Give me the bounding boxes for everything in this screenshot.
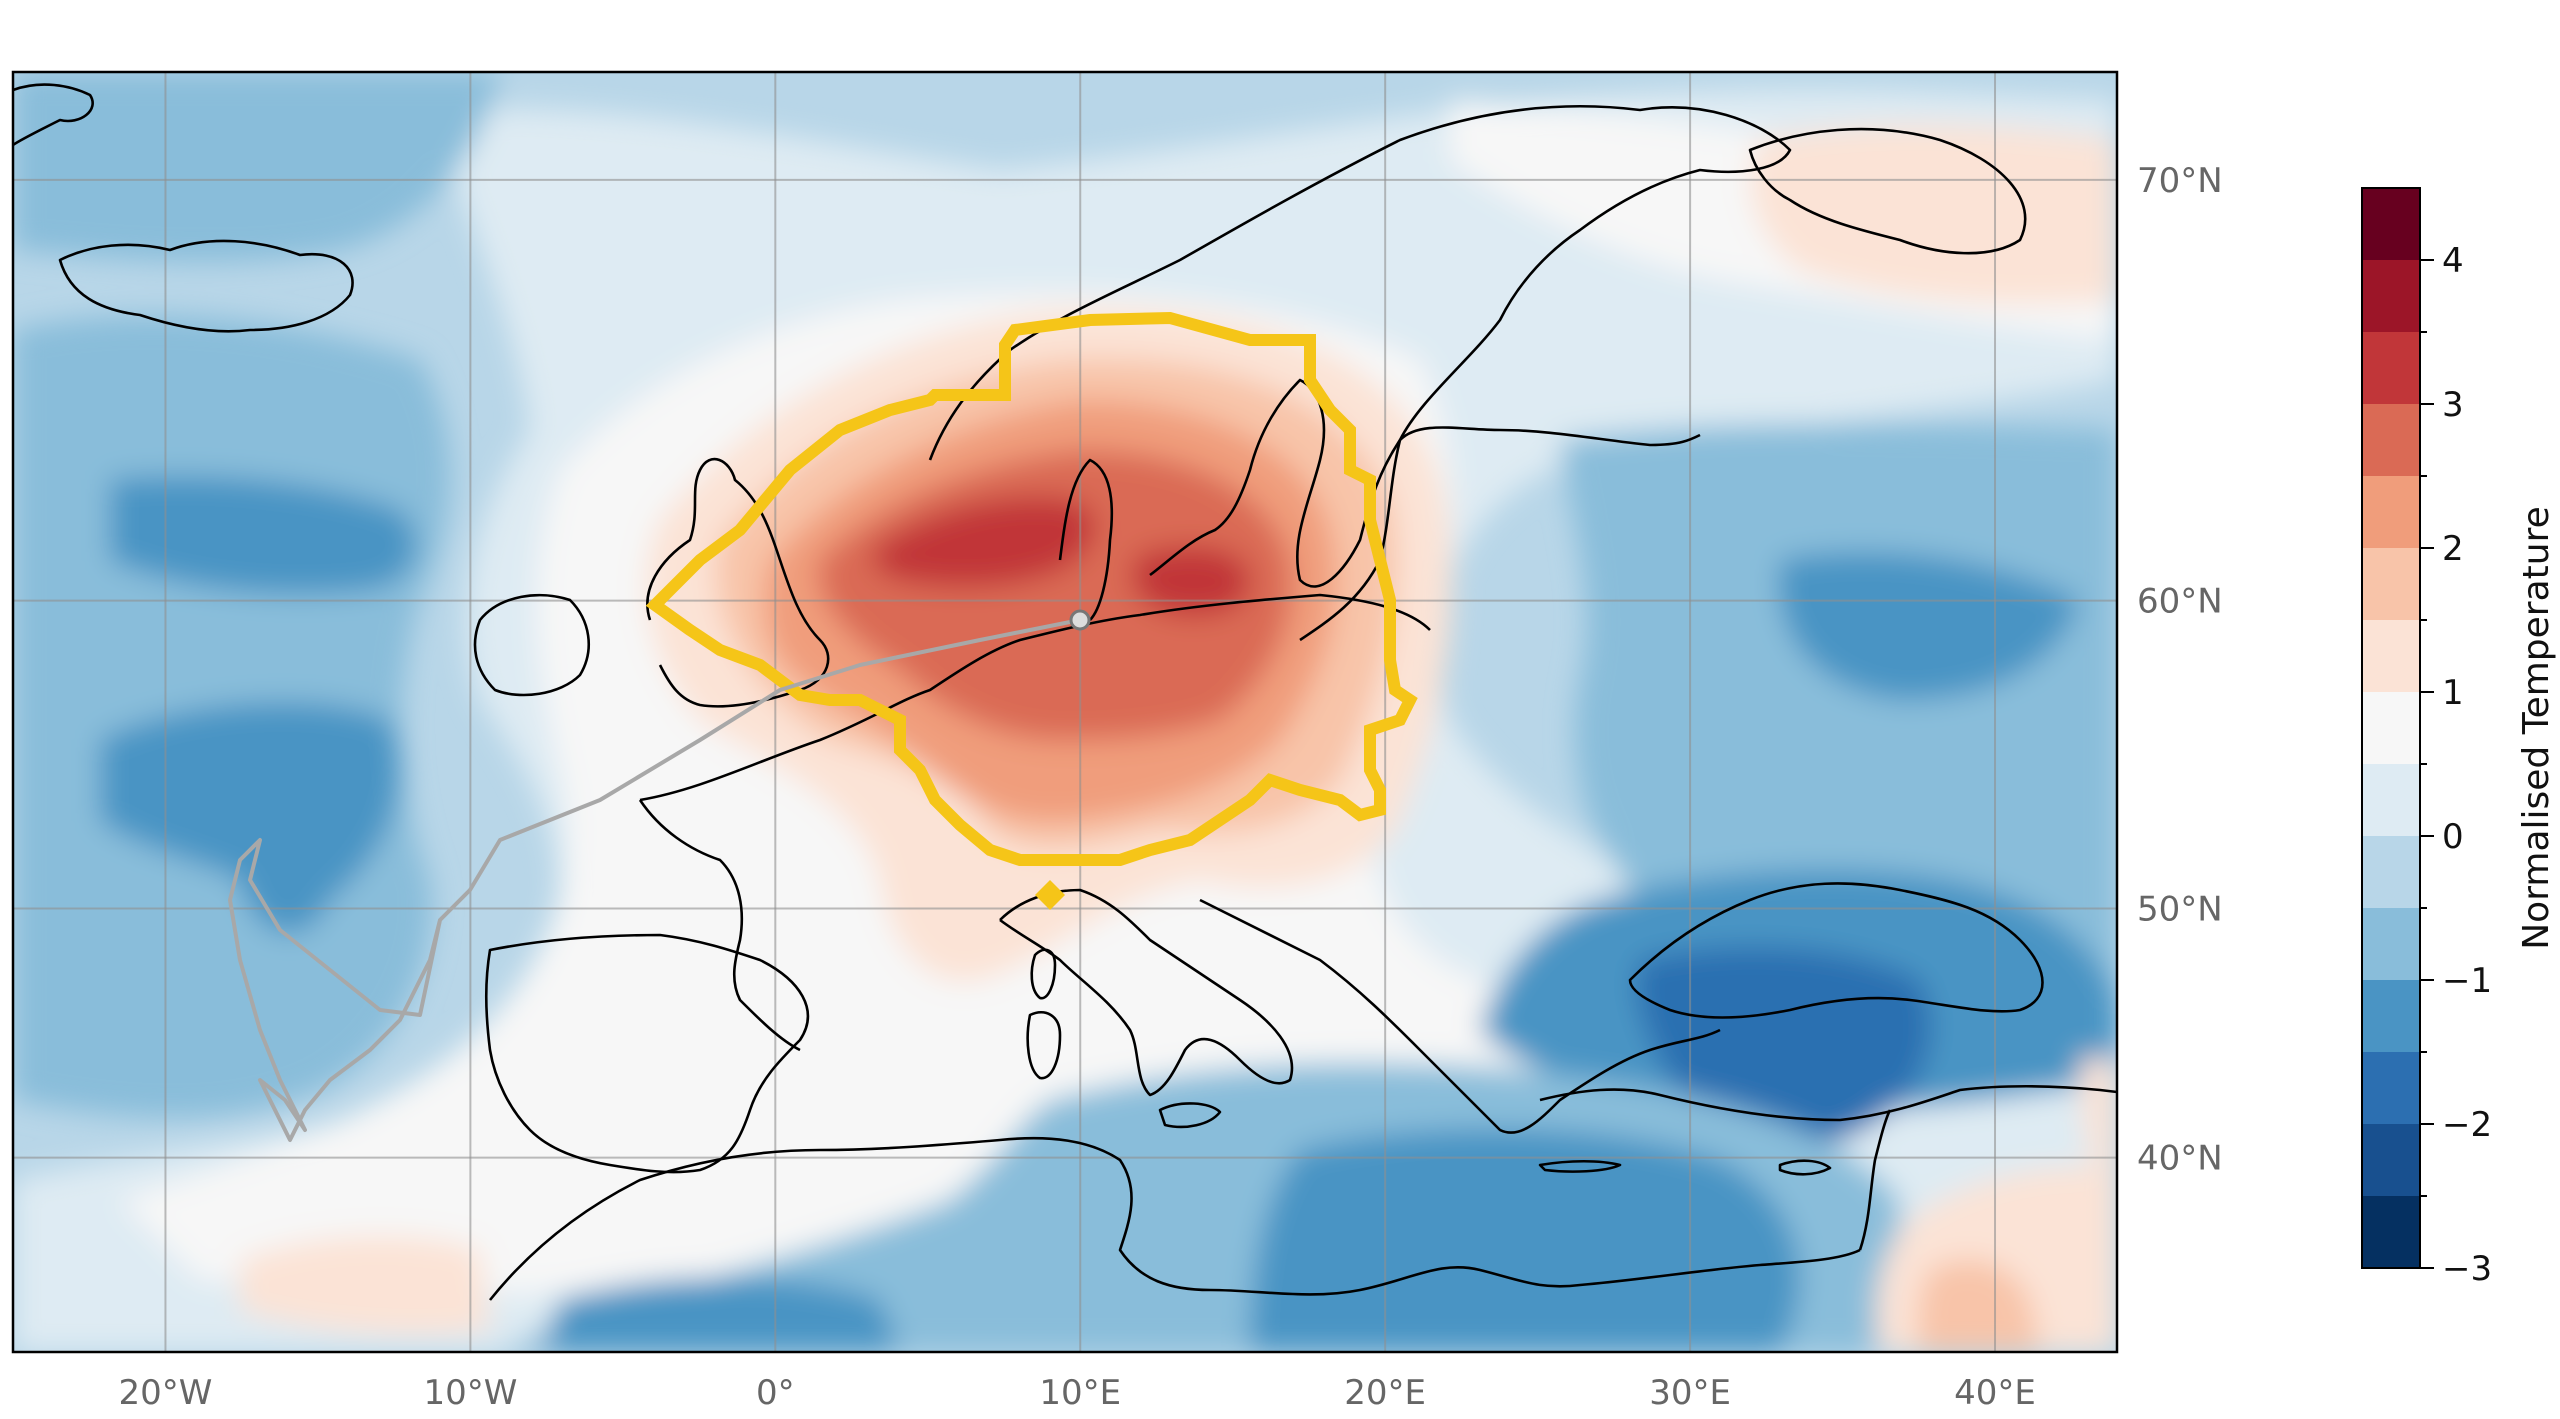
colorbar-level-swatch — [2362, 1124, 2420, 1196]
lon-tick-label: 20°W — [119, 1373, 213, 1413]
coastline-balkans — [1199, 898, 1721, 1134]
colorbar-level-swatch — [2362, 836, 2420, 908]
track-origin-marker — [1069, 609, 1091, 631]
coastline-sardinia — [1026, 1011, 1062, 1080]
colorbar-level-swatch — [2362, 332, 2420, 404]
heatwave-small-marker — [1035, 880, 1065, 910]
field-zone-warm-se-2 — [1917, 1260, 2040, 1352]
field-dome-5 — [871, 497, 1096, 587]
coastline-france-west — [638, 799, 801, 1052]
coastline-iceland — [58, 239, 354, 333]
coastline-continent-north — [639, 593, 1431, 802]
coastline-cyprus — [1778, 1159, 1832, 1176]
temperature-field — [13, 72, 2117, 1352]
lon-tick-label: 10°E — [1039, 1373, 1121, 1413]
field-zone-med-west — [540, 1277, 900, 1352]
lon-tick-label: 20°E — [1344, 1373, 1426, 1413]
coastline-greenland-edge — [13, 83, 94, 147]
colorbar-tick-label: 1 — [2442, 673, 2464, 713]
colorbar-tick-label: 3 — [2442, 385, 2464, 425]
coastline-corsica — [1030, 948, 1057, 1000]
colorbar-level-swatch — [2362, 404, 2420, 476]
heatwave-region-outline — [645, 311, 1418, 866]
lat-tick-label: 60°N — [2137, 582, 2223, 622]
latitude-tick-labels: 70°N 60°N 50°N 40°N — [2137, 161, 2223, 1179]
coastline-denmark — [1058, 458, 1114, 621]
coastline-blacksea — [1628, 882, 2044, 1019]
colorbar-ticks: 4 3 2 1 0 −1 −2 −3 — [2420, 241, 2492, 1289]
colorbar-level-swatch — [2362, 764, 2420, 836]
coastline-turkey — [1539, 1084, 2117, 1122]
longitude-tick-labels: 20°W 10°W 0° 10°E 20°E 30°E 40°E — [119, 1373, 2036, 1413]
colorbar-tick-label: −1 — [2442, 961, 2492, 1001]
field-zone-warm-ne — [1750, 125, 2117, 304]
field-zone-mid-atlantic-2 — [100, 702, 401, 934]
colorbar-level-swatch — [2362, 620, 2420, 692]
coastline-italy — [999, 888, 1294, 1097]
colorbar-tick-label: −3 — [2442, 1249, 2492, 1289]
lat-tick-label: 40°N — [2137, 1139, 2223, 1179]
lon-tick-label: 10°W — [423, 1373, 517, 1413]
track-line — [228, 618, 1081, 1142]
map-frame — [11, 70, 2119, 1354]
colorbar-level-swatch — [2362, 692, 2420, 764]
colorbar-level-swatch — [2362, 260, 2420, 332]
colorbar-level-swatch — [2362, 548, 2420, 620]
field-zone-mid-atlantic — [110, 476, 417, 594]
colorbar-level-swatch — [2362, 476, 2420, 548]
field-zone-east-upper — [1778, 552, 2080, 700]
colorbar-label: Normalised Temperature — [2516, 506, 2557, 950]
colorbar-level-swatch — [2362, 1052, 2420, 1124]
coastline-crete — [1538, 1159, 1622, 1173]
colorbar-tick-label: −2 — [2442, 1105, 2492, 1145]
colorbar-swatches — [2362, 188, 2420, 1268]
lon-tick-label: 30°E — [1649, 1373, 1731, 1413]
coastline-iberia — [484, 933, 810, 1174]
coastline-kola — [1748, 127, 2027, 255]
colorbar-level-swatch — [2362, 188, 2420, 260]
colorbar-level-swatch — [2362, 1196, 2420, 1268]
field-zone-blacksea — [1636, 946, 1932, 1146]
colorbar-tick-label: 2 — [2442, 529, 2464, 569]
field-zone-dark-nw — [13, 72, 500, 262]
coastline-levant — [1858, 1109, 1892, 1251]
lat-tick-label: 70°N — [2137, 161, 2223, 201]
coastline-uk — [646, 457, 830, 708]
colorbar: 4 3 2 1 0 −1 −2 −3 Normalised Temperature — [2361, 187, 2557, 1289]
trajectory-track — [228, 609, 1091, 1142]
colorbar-frame — [2361, 187, 2421, 1269]
coastline-africa-north — [488, 1136, 1861, 1301]
lon-tick-label: 0° — [756, 1373, 795, 1413]
field-zone-warm-sw — [240, 1236, 490, 1334]
colorbar-level-swatch — [2362, 980, 2420, 1052]
colorbar-level-swatch — [2362, 908, 2420, 980]
field-zone-med-mid — [1250, 1128, 1800, 1352]
colorbar-tick-label: 4 — [2442, 241, 2464, 281]
coastline-baltic — [1299, 426, 1701, 642]
coastline-sicily — [1158, 1102, 1222, 1129]
colorbar-tick-label: 0 — [2442, 817, 2464, 857]
coastline-ireland — [473, 593, 591, 697]
lat-tick-label: 50°N — [2137, 890, 2223, 930]
lon-tick-label: 40°E — [1954, 1373, 2036, 1413]
